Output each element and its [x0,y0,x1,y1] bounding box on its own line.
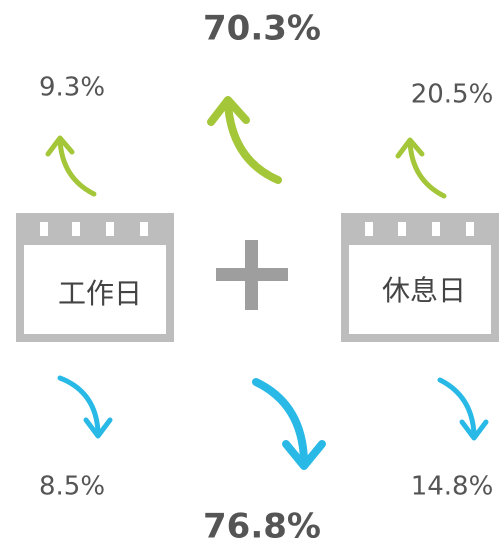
calendar-right: 休息日 [341,213,499,342]
arrowhead [83,417,113,439]
arrowhead [282,440,326,470]
arrowhead [395,137,425,159]
arrowhead [207,96,250,126]
blue-arrows [57,375,489,470]
arrowhead [45,135,75,157]
calendar-left: 工作日 [16,213,174,342]
calendar-label: 休息日 [382,274,466,307]
green-arrows [45,96,447,199]
arrow [407,139,447,199]
calendar-label: 工作日 [58,277,142,310]
arrow [57,137,97,197]
arrow [252,378,308,464]
top-right-value: 20.5% [411,80,494,110]
arrow [437,377,477,437]
plus-sign [216,240,288,310]
bottom-right-value: 14.8% [411,472,494,502]
arrow [57,375,101,435]
calendar-tabs [365,222,474,236]
calendar-tabs [40,222,148,236]
bottom-left-value: 8.5% [39,472,105,502]
top-total: 70.3% [203,9,321,49]
arrowhead [459,419,489,441]
arrow [224,100,282,184]
bottom-total: 76.8% [203,507,321,546]
top-left-value: 9.3% [39,73,105,103]
